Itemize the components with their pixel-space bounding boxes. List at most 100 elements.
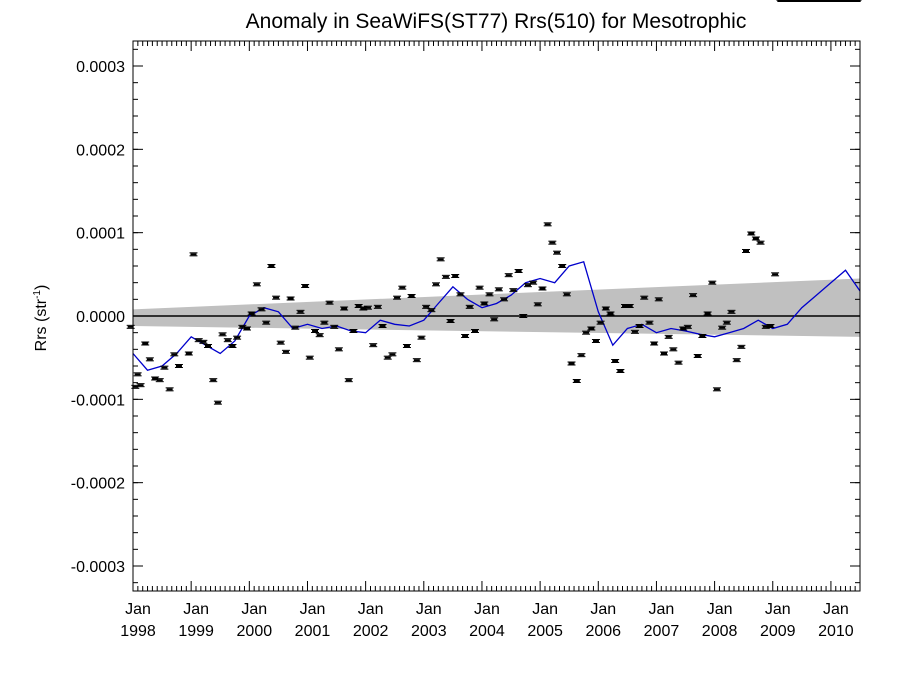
anomaly-point	[776, 0, 785, 2]
anomaly-point	[141, 341, 150, 346]
y-tick-label: 0.0000	[76, 309, 125, 326]
anomaly-point	[732, 358, 741, 363]
x-tick-month-label: Jan	[241, 601, 267, 618]
anomaly-point	[417, 335, 426, 340]
anomaly-point-center	[413, 359, 420, 362]
x-tick-year-label: 2004	[469, 623, 505, 640]
anomaly-point	[795, 0, 804, 2]
anomaly-point-center	[142, 342, 149, 345]
anomaly-point-center	[612, 360, 619, 362]
anomaly-point-center	[466, 305, 473, 308]
anomaly-point	[591, 339, 600, 343]
anomaly-point-center	[316, 334, 323, 337]
y-axis-label-main: Rrs (str	[33, 298, 50, 351]
anomaly-point	[325, 300, 334, 305]
anomaly-point-center	[583, 331, 590, 334]
x-tick-month-label: Jan	[125, 601, 151, 618]
anomaly-point	[446, 319, 455, 323]
anomaly-point	[432, 282, 441, 287]
anomaly-point	[548, 240, 557, 245]
anomaly-point-center	[312, 330, 319, 332]
anomaly-point	[465, 304, 474, 309]
anomaly-point	[669, 347, 678, 352]
anomaly-point	[805, 0, 814, 2]
anomaly-point	[451, 274, 460, 278]
anomaly-point-center	[152, 377, 159, 380]
anomaly-point	[747, 231, 756, 236]
anomaly-point	[407, 294, 416, 298]
anomaly-point-center	[719, 326, 726, 329]
anomaly-point	[577, 353, 586, 358]
confidence-band	[133, 278, 860, 337]
anomaly-point-center	[418, 336, 425, 339]
anomaly-point	[257, 307, 266, 312]
anomaly-point	[712, 387, 721, 392]
anomaly-point-center	[515, 270, 522, 272]
anomaly-point-center	[704, 312, 711, 315]
anomaly-point	[242, 326, 251, 331]
anomaly-point-center	[641, 296, 648, 299]
anomaly-point	[228, 344, 237, 348]
anomaly-point	[170, 352, 179, 357]
anomaly-point	[650, 341, 659, 346]
anomaly-point	[780, 0, 789, 2]
anomaly-point-center	[239, 325, 246, 328]
x-tick-year-label: 2010	[818, 623, 854, 640]
anomaly-point-center	[631, 330, 638, 333]
anomaly-point-center	[437, 258, 444, 261]
anomaly-point-center	[622, 305, 629, 307]
anomaly-point	[689, 293, 698, 298]
anomaly-point-center	[370, 344, 377, 347]
anomaly-point-center	[588, 327, 595, 330]
anomaly-point	[500, 297, 509, 302]
anomaly-point	[751, 236, 760, 241]
anomaly-point	[218, 332, 227, 337]
anomaly-point-center	[675, 361, 682, 364]
anomaly-point-center	[306, 356, 313, 359]
anomaly-point-center	[335, 348, 342, 351]
anomaly-point-center	[510, 289, 517, 292]
anomaly-point	[247, 311, 256, 316]
anomaly-point	[456, 292, 465, 297]
anomaly-point	[722, 320, 731, 325]
anomaly-point	[718, 325, 727, 330]
anomaly-point-center	[854, 0, 861, 2]
x-tick-month-label: Jan	[532, 601, 558, 618]
anomaly-point	[771, 272, 780, 277]
anomaly-point	[204, 344, 213, 348]
anomaly-point	[402, 344, 411, 348]
anomaly-point	[315, 333, 324, 338]
anomaly-point-center	[597, 321, 604, 324]
anomaly-point-center	[394, 296, 401, 299]
anomaly-point-center	[651, 342, 658, 345]
anomaly-point-center	[495, 288, 502, 291]
x-tick-year-label: 1999	[178, 623, 214, 640]
anomaly-point	[742, 249, 751, 253]
y-tick-label: 0.0002	[76, 142, 125, 159]
anomaly-point-center	[364, 306, 371, 309]
anomaly-point	[494, 287, 503, 292]
anomaly-point-center	[350, 330, 357, 332]
anomaly-point	[834, 0, 843, 2]
chart-title: Anomaly in SeaWiFS(ST77) Rrs(510) for Me…	[246, 10, 747, 33]
anomaly-point	[340, 306, 349, 311]
anomaly-point-center	[408, 295, 415, 297]
anomaly-point-center	[767, 325, 774, 327]
anomaly-point-center	[277, 341, 284, 344]
anomaly-point	[296, 309, 305, 314]
x-tick-year-label: 2000	[237, 623, 273, 640]
anomaly-point-center	[341, 307, 348, 310]
anomaly-point-center	[796, 0, 803, 2]
anomaly-point	[470, 329, 479, 333]
anomaly-point	[213, 400, 222, 405]
anomaly-point	[334, 347, 343, 352]
anomaly-point	[281, 349, 290, 354]
x-tick-year-label: 2003	[411, 623, 447, 640]
anomaly-point-center	[345, 379, 352, 382]
anomaly-point	[582, 330, 591, 335]
anomaly-point	[737, 344, 746, 349]
anomaly-point-center	[544, 223, 551, 226]
x-tick-year-label: 2005	[527, 623, 563, 640]
anomaly-point	[611, 359, 620, 363]
